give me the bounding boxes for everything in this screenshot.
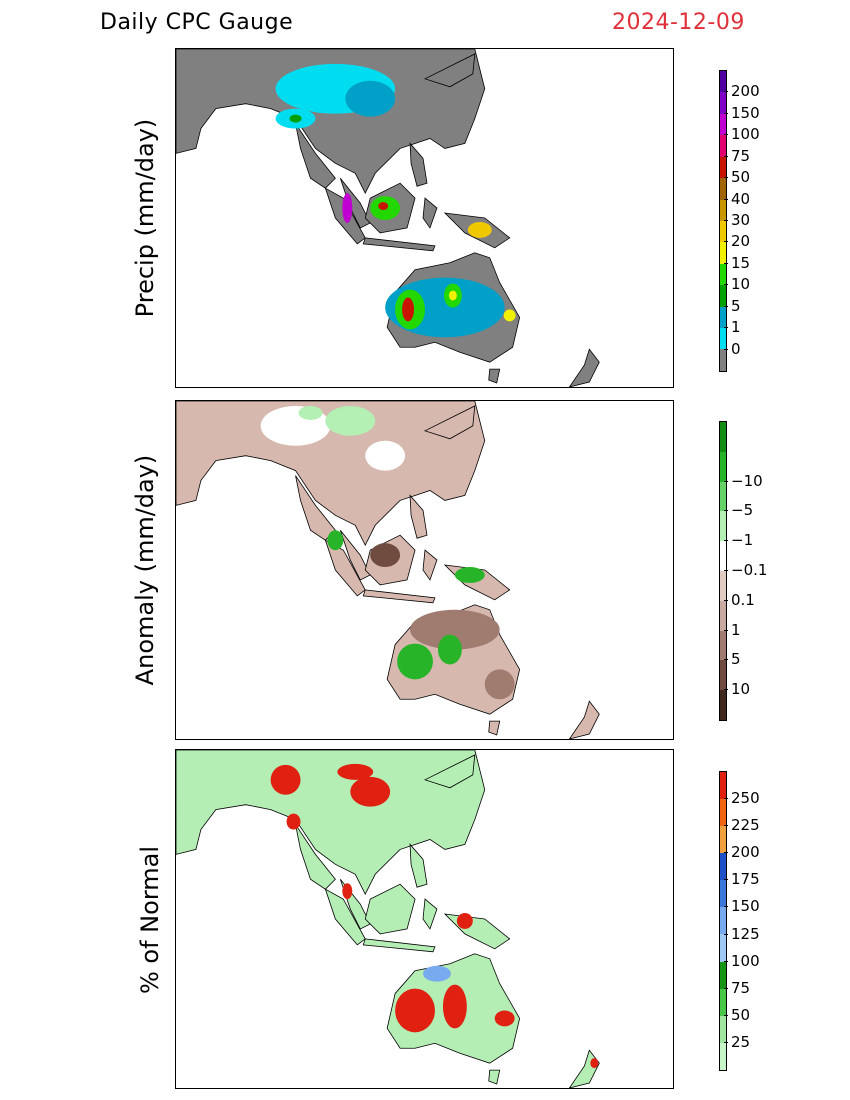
precip-colorbar-segment [720, 71, 726, 93]
pct-colorbar-segment [720, 772, 726, 800]
precip-colorbar-label: 150 [724, 103, 760, 122]
precip-colorbar-segment [720, 285, 726, 307]
anomaly-colorbar-segment [720, 511, 726, 542]
precip-colorbar-label: 30 [723, 211, 751, 229]
anomaly-colorbar-segment [720, 541, 726, 571]
precip-colorbar-label: 20 [723, 232, 751, 251]
sulawesi-land [422, 197, 438, 229]
pct-colorbar-label: 175 [724, 870, 760, 889]
precip-colorbar-label: 200 [724, 82, 760, 101]
anomaly-colorbar-label: −0.1 [723, 561, 768, 579]
anomaly-colorbar-label: −10 [724, 471, 763, 490]
pct-shading [270, 763, 599, 1069]
anomaly-map [175, 400, 674, 740]
pct-colorbar-label: 75 [723, 978, 751, 997]
anomaly-colorbar-segment [720, 422, 726, 452]
pct-colorbar-label: 25 [723, 1032, 751, 1051]
precip-colorbar-segment [720, 199, 726, 221]
anomaly-colorbar-segment [720, 690, 726, 720]
pct-colorbar-label: 200 [724, 843, 760, 862]
pct-colorbar-segment [720, 934, 726, 962]
anomaly-axis-label: Anomaly (mm/day) [131, 454, 159, 686]
precip-map [175, 48, 674, 388]
asia-land [176, 49, 486, 229]
pct-axis-label: % of Normal [136, 845, 164, 995]
precip-colorbar-label: 50 [723, 168, 751, 187]
anomaly-colorbar [719, 421, 727, 721]
anomaly-colorbar-segment [720, 481, 726, 512]
anomaly-shading [260, 405, 515, 700]
map-title: Daily CPC Gauge [100, 10, 294, 35]
pct-colorbar-segment [720, 1042, 726, 1070]
philippines-land [409, 142, 428, 187]
pct-colorbar-segment [720, 799, 726, 827]
map-date: 2024-12-09 [612, 10, 745, 35]
anomaly-colorbar-label: 5 [724, 650, 741, 669]
precip-colorbar-segment [720, 92, 726, 114]
pct-colorbar-segment [720, 907, 726, 935]
precip-colorbar-label: 100 [724, 125, 760, 144]
new-zealand-land [568, 348, 600, 387]
pct-colorbar-segment [720, 961, 726, 989]
precip-colorbar-segment [720, 178, 726, 200]
anomaly-colorbar-label: 1 [724, 620, 741, 639]
precip-colorbar-label: 5 [724, 296, 741, 315]
precip-colorbar-label: 40 [723, 189, 751, 208]
precip-colorbar-segment [720, 113, 726, 136]
anomaly-colorbar-segment [720, 451, 726, 482]
precip-colorbar-label: 15 [723, 253, 751, 272]
pct-colorbar-label: 150 [724, 897, 760, 916]
japan-land [423, 53, 476, 88]
precip-colorbar-segment [720, 135, 726, 157]
precip-colorbar-label: 10 [723, 275, 751, 294]
pct-colorbar-label: 100 [724, 951, 760, 970]
precip-colorbar-segment [720, 349, 726, 371]
precip-colorbar-segment [720, 306, 726, 329]
precip-colorbar-segment [720, 220, 726, 243]
precip-axis-label: Precip (mm/day) [131, 118, 159, 318]
anomaly-colorbar-segment [720, 600, 726, 631]
pct-colorbar-segment [720, 826, 726, 854]
anomaly-colorbar-segment [720, 630, 726, 661]
pct-colorbar [719, 771, 727, 1071]
pct-colorbar-segment [720, 880, 726, 908]
precip-colorbar [719, 70, 727, 372]
anomaly-colorbar-label: 0.1 [724, 590, 755, 609]
anomaly-colorbar-label: −5 [723, 501, 754, 520]
pct-colorbar-label: 125 [724, 924, 760, 943]
pct-colorbar-label: 50 [723, 1005, 751, 1024]
precip-colorbar-segment [720, 328, 726, 350]
precip-colorbar-label: 75 [723, 146, 751, 165]
precip-colorbar-segment [720, 156, 726, 179]
pct-colorbar-label: 225 [724, 816, 760, 835]
anomaly-colorbar-segment [720, 660, 726, 691]
pct-colorbar-segment [720, 988, 726, 1016]
pct-colorbar-segment [720, 853, 726, 881]
tasmania-land [488, 368, 501, 384]
pct-map [175, 749, 674, 1089]
precip-colorbar-segment [720, 263, 726, 286]
precip-colorbar-label: 1 [724, 318, 741, 337]
pct-colorbar-segment [720, 1015, 726, 1043]
precip-colorbar-label: 0 [724, 339, 741, 358]
anomaly-colorbar-segment [720, 570, 726, 601]
anomaly-colorbar-label: 10 [723, 680, 751, 699]
precip-colorbar-segment [720, 242, 726, 264]
pct-colorbar-label: 250 [724, 789, 760, 808]
anomaly-colorbar-label: −1 [723, 531, 754, 550]
java-land [362, 237, 436, 252]
precip-shading [275, 63, 516, 338]
